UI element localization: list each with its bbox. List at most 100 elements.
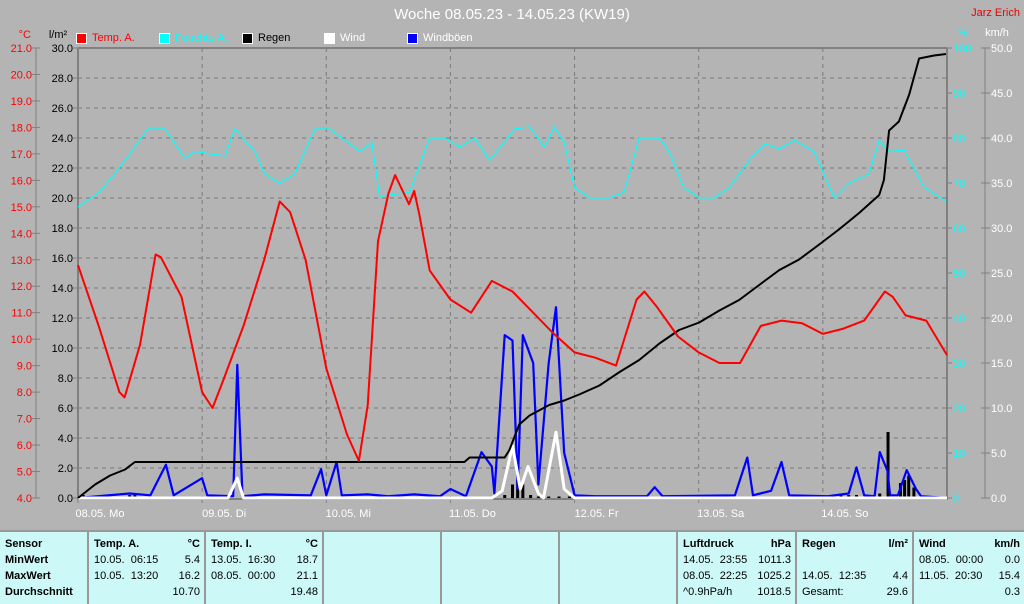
day-label: 10.05. Mi xyxy=(326,508,371,520)
stat-value: 0.0 xyxy=(1004,554,1020,566)
stat-time: 14.05. 12:35 xyxy=(802,570,867,582)
temp-tick-label: 16.0 xyxy=(11,175,32,187)
rain-bar xyxy=(907,475,911,498)
stat-value: 19.48 xyxy=(290,586,318,598)
wind-tick-label: 10.0 xyxy=(991,403,1012,415)
temp-tick-label: 4.0 xyxy=(17,493,32,505)
temp-tick-label: 7.0 xyxy=(17,414,32,426)
wind-tick-label: 5.0 xyxy=(991,448,1006,460)
chart-title: Woche 08.05.23 - 14.05.23 (KW19) xyxy=(394,6,630,23)
stats-row xyxy=(447,584,554,600)
wind-tick-label: 40.0 xyxy=(991,133,1012,145)
rain-bar xyxy=(547,496,551,498)
wind-axis-title: km/h xyxy=(985,27,1009,39)
wind-tick-label: 25.0 xyxy=(991,268,1012,280)
stats-column xyxy=(442,532,560,604)
stat-time: 08.05. 22:25 xyxy=(683,570,748,582)
series-windböen xyxy=(77,306,948,500)
stats-row: 14.05. 12:35 4.4 xyxy=(802,568,908,584)
day-label: 13.05. Sa xyxy=(697,508,745,520)
day-label: 12.05. Fr xyxy=(575,508,619,520)
weather-chart: °C l/m²% km/h 21.0 20.0 19.0 18.0 17.0 16.0 15.0 1… xyxy=(11,27,1013,520)
column-unit: l/m² xyxy=(888,538,908,550)
column-unit: hPa xyxy=(770,538,791,550)
legend-label: Temp. A. xyxy=(92,32,135,44)
temp-tick-label: 8.0 xyxy=(17,387,32,399)
day-label: 08.05. Mo xyxy=(76,508,125,520)
humidity-tick-label: 50 xyxy=(953,268,965,280)
legend-swatch-humidity xyxy=(159,32,170,44)
stats-row: 13.05. 16:30 18.7 xyxy=(211,552,318,568)
row-label-max: MaxWert xyxy=(5,570,51,582)
rain-tick-label: 12.0 xyxy=(52,313,73,325)
legend-humidity: Feuchte A. xyxy=(159,32,228,44)
column-name: Temp. A. xyxy=(94,538,140,550)
stats-table: Sensor MinWert MaxWert Durchschnitt Temp… xyxy=(0,530,1024,604)
rain-bar xyxy=(511,484,514,498)
humidity-tick-label: 30 xyxy=(953,358,965,370)
temp-tick-label: 5.0 xyxy=(17,467,32,479)
rain-tick-label: 18.0 xyxy=(52,223,73,235)
legend-rain: Regen xyxy=(242,32,290,44)
stats-row xyxy=(329,552,436,568)
humidity-tick-label: 0 xyxy=(953,493,959,505)
temp-axis-title: °C xyxy=(19,29,31,41)
stat-time: Gesamt: xyxy=(802,586,844,598)
stats-row: 10.70 xyxy=(94,584,200,600)
rain-tick-label: 24.0 xyxy=(52,133,73,145)
humidity-tick-label: 100 xyxy=(953,43,971,55)
rain-bar xyxy=(536,496,540,498)
column-unit: °C xyxy=(305,538,318,550)
legend-temp: Temp. A. xyxy=(76,32,135,44)
rain-bar xyxy=(521,484,525,498)
stat-time: 10.05. 13:20 xyxy=(94,570,159,582)
stats-column: Temp. A. °C 10.05. 06:15 5.4 10.05. 13:20 16.… xyxy=(89,532,206,604)
temp-tick-label: 9.0 xyxy=(17,361,32,373)
stats-row: 10.05. 13:20 16.2 xyxy=(94,568,200,584)
rain-bar xyxy=(886,432,890,498)
rain-tick-label: 2.0 xyxy=(58,463,73,475)
stat-value: 15.4 xyxy=(998,570,1020,582)
humidity-tick-label: 40 xyxy=(953,313,965,325)
series-feuchte-a xyxy=(77,126,947,208)
stat-time: 13.05. 16:30 xyxy=(211,554,276,566)
series-temp-a xyxy=(77,174,948,462)
stats-row: 08.05. 00:00 21.1 xyxy=(211,568,318,584)
wind-tick-label: 20.0 xyxy=(991,313,1012,325)
stats-row xyxy=(565,584,672,600)
rain-tick-label: 28.0 xyxy=(52,73,73,85)
rain-tick-label: 0.0 xyxy=(58,493,73,505)
stat-value: 4.4 xyxy=(892,570,908,582)
stats-row: 08.05. 00:00 0.0 xyxy=(919,552,1020,568)
humidity-tick-label: 60 xyxy=(953,223,965,235)
column-name: Temp. I. xyxy=(211,538,252,550)
column-unit: °C xyxy=(187,538,200,550)
legend-label: Regen xyxy=(258,32,291,44)
author-label: Jarz Erich xyxy=(971,7,1020,19)
stat-value: 1025.2 xyxy=(757,570,791,582)
stat-value: 10.70 xyxy=(172,586,200,598)
rain-tick-label: 22.0 xyxy=(52,163,73,175)
temp-tick-label: 21.0 xyxy=(11,43,32,55)
stats-row xyxy=(447,552,554,568)
rain-bar xyxy=(878,493,882,498)
temp-tick-label: 20.0 xyxy=(11,69,32,81)
stats-row: ^0.9hPa/h 1018.5 xyxy=(683,584,791,600)
temp-tick-label: 13.0 xyxy=(11,255,32,267)
stats-row xyxy=(802,552,908,568)
column-name: Wind xyxy=(919,538,946,550)
stat-time: ^0.9hPa/h xyxy=(683,586,733,598)
wind-tick-label: 35.0 xyxy=(991,178,1012,190)
stat-time: 10.05. 06:15 xyxy=(94,554,159,566)
legend-wind: Wind xyxy=(324,32,365,44)
rain-tick-label: 26.0 xyxy=(52,103,73,115)
stats-row: 14.05. 23:55 1011.3 xyxy=(683,552,791,568)
humidity-tick-label: 80 xyxy=(953,133,965,145)
column-unit: km/h xyxy=(994,538,1020,550)
sensor-header: Sensor xyxy=(5,538,43,550)
stat-value: 29.6 xyxy=(886,586,908,598)
rain-bar xyxy=(839,493,843,498)
stats-row xyxy=(565,552,672,568)
rain-bar xyxy=(567,496,571,498)
legend-gusts: Windböen xyxy=(407,32,473,44)
